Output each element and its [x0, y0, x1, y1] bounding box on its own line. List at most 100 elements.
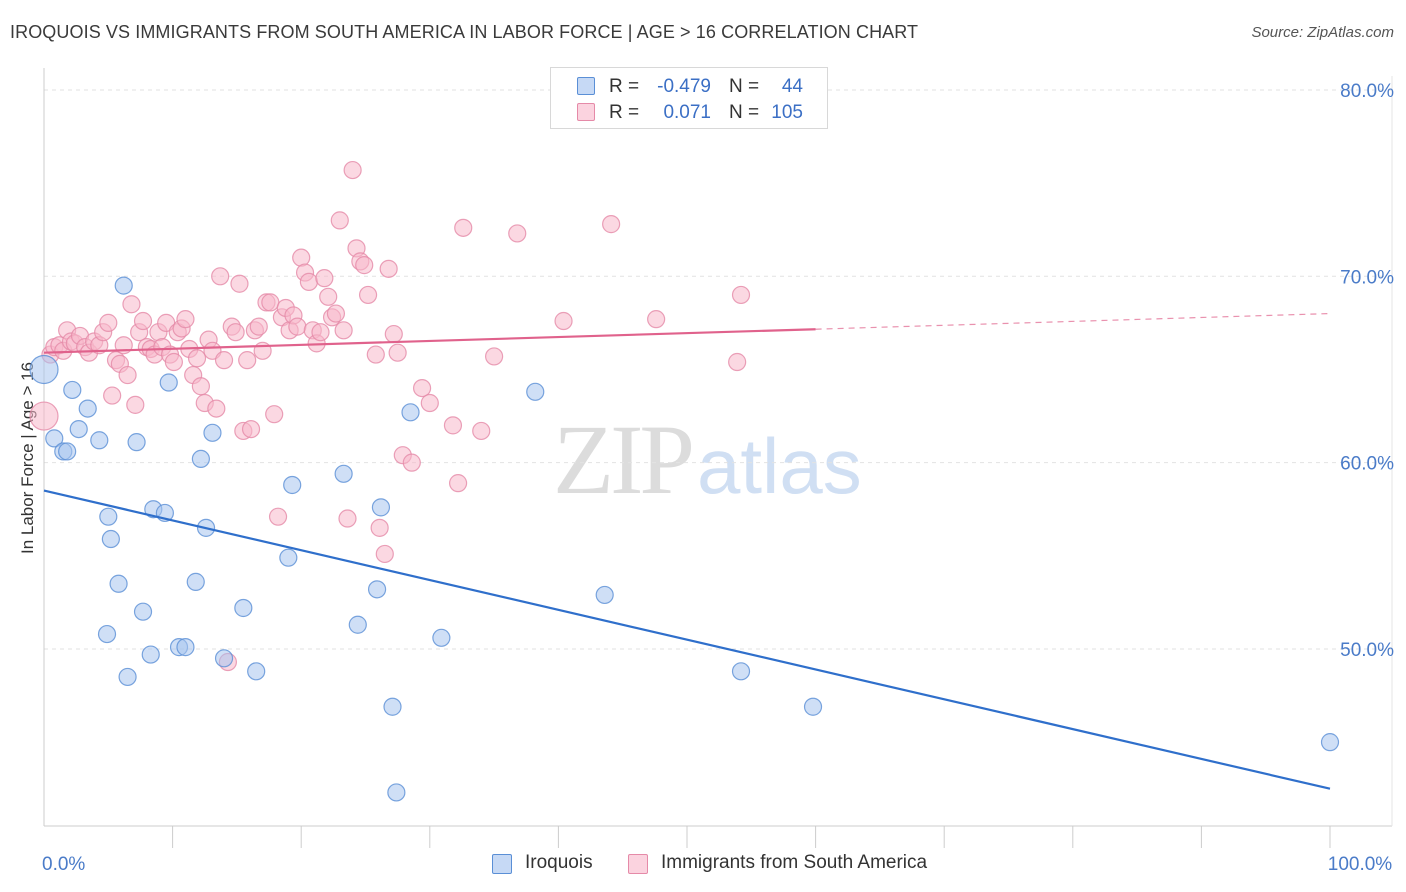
iroquois-point [283, 475, 302, 495]
immigrant-point [265, 405, 284, 424]
legend-swatch-immigrants [628, 854, 648, 874]
iroquois-point [141, 645, 160, 664]
iroquois-point [101, 529, 120, 549]
immigrant-point [319, 287, 338, 306]
stats-swatch-immigrants [577, 103, 595, 121]
iroquois-point [803, 697, 823, 716]
iroquois-point [29, 354, 59, 385]
immigrant-point [343, 160, 362, 180]
immigrant-point [268, 507, 288, 526]
iroquois-point [731, 662, 751, 681]
stats-r-label: R = [609, 76, 640, 97]
legend-label-immigrants: Immigrants from South America [661, 852, 928, 873]
y-tick-label: 60.0% [1340, 454, 1394, 475]
iroquois-point [133, 602, 153, 621]
immigrant-point [338, 509, 357, 528]
trend-line-iroquois [43, 489, 1331, 790]
iroquois-point [334, 464, 353, 483]
immigrant-point [375, 544, 394, 564]
immigrant-point [448, 474, 468, 493]
iroquois-point [247, 662, 266, 681]
iroquois-point [99, 507, 118, 526]
immigrant-point [241, 419, 261, 439]
chart-title: IROQUOIS VS IMMIGRANTS FROM SOUTH AMERIC… [10, 22, 919, 42]
immigrant-point [261, 293, 280, 312]
iroquois-point [371, 498, 391, 517]
stats-n-label: N = [729, 102, 760, 123]
stats-n-value: 105 [771, 102, 803, 123]
immigrant-point [249, 317, 268, 336]
trend-line-immigrants [43, 328, 816, 354]
immigrant-point [358, 285, 378, 305]
immigrant-point [176, 310, 195, 329]
legend-swatch-iroquois [492, 854, 512, 874]
stats-swatch-iroquois [577, 77, 595, 95]
immigrant-point [330, 211, 349, 230]
iroquois-point [348, 615, 367, 634]
y-tick-label: 70.0% [1340, 267, 1394, 288]
immigrant-point [238, 351, 257, 370]
iroquois-point [45, 429, 64, 448]
iroquois-point [90, 431, 109, 450]
y-tick-label: 80.0% [1340, 81, 1394, 102]
iroquois-point [1320, 733, 1340, 752]
y-tick-label: 50.0% [1340, 640, 1394, 661]
immigrant-point [99, 313, 118, 332]
immigrant-point [126, 395, 145, 414]
iroquois-point [69, 419, 88, 439]
immigrant-point [508, 224, 527, 243]
iroquois-point [109, 574, 128, 593]
iroquois-point [234, 598, 253, 618]
immigrant-point [211, 267, 230, 286]
iroquois-point [214, 649, 234, 668]
source-label: Source: ZipAtlas.com [1251, 24, 1394, 41]
iroquois-point [159, 373, 178, 392]
immigrant-point [388, 343, 407, 362]
immigrant-point [355, 256, 374, 275]
immigrant-point [454, 218, 473, 237]
stats-n-label: N = [729, 76, 760, 97]
stats-n-value: 44 [781, 76, 803, 97]
immigrant-point [472, 421, 491, 441]
immigrant-point [187, 349, 207, 368]
iroquois-point [127, 433, 146, 452]
immigrant-point [315, 269, 334, 288]
immigrant-point [334, 321, 353, 340]
immigrant-point [602, 215, 621, 234]
watermark-atlas: atlas [697, 422, 862, 510]
iroquois-point [97, 624, 117, 644]
stats-r-label: R = [609, 102, 640, 123]
immigrant-point [133, 311, 153, 331]
immigrant-point [164, 352, 183, 372]
stats-row-iroquois: R = -0.479 N = 44 [551, 74, 827, 100]
immigrant-point [366, 345, 385, 364]
iroquois-point [186, 572, 205, 591]
immigrant-point [412, 378, 432, 398]
immigrant-point [402, 453, 421, 472]
stats-row-immigrants: R = 0.071 N = 105 [551, 100, 827, 126]
x-tick-label: 100.0% [1328, 854, 1393, 875]
immigrant-point [288, 317, 307, 336]
immigrant-point [728, 352, 747, 372]
trend-line-extension [815, 312, 1331, 330]
iroquois-point [176, 638, 195, 657]
immigrant-point [647, 310, 666, 329]
immigrant-point [311, 323, 330, 342]
iroquois-point [279, 548, 298, 567]
watermark: ZIPatlas [553, 402, 862, 517]
stats-r-value: -0.479 [657, 76, 711, 97]
immigrant-point [299, 272, 319, 291]
iroquois-point [383, 697, 402, 716]
iroquois-point [191, 449, 210, 469]
iroquois-point [78, 399, 97, 418]
stats-r-value: 0.071 [663, 102, 711, 123]
immigrant-point [443, 416, 463, 435]
iroquois-point [203, 423, 222, 442]
immigrant-point [485, 347, 504, 366]
immigrant-point [214, 351, 234, 370]
immigrant-point [731, 285, 751, 305]
immigrant-point [207, 399, 226, 418]
immigrant-point [384, 324, 403, 344]
immigrant-point [118, 365, 137, 385]
